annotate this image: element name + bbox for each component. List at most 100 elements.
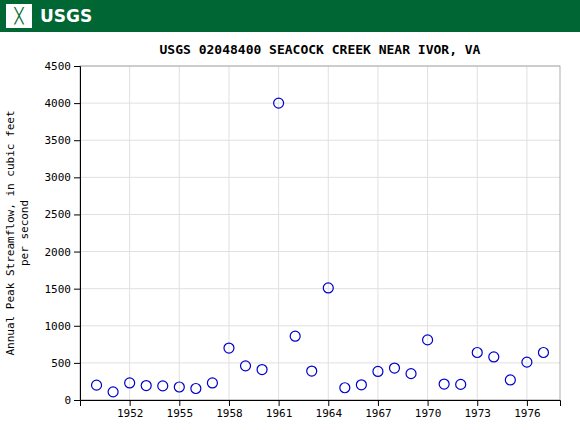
- x-tick-label: 1958: [216, 407, 243, 420]
- x-tick: 1976: [514, 400, 541, 420]
- x-tick-label: 1973: [464, 407, 491, 420]
- y-axis: 050010001500200025003000350040004500: [45, 60, 81, 407]
- y-axis-line: [74, 67, 81, 401]
- point: [257, 365, 267, 375]
- header: ╳ USGS: [0, 0, 580, 32]
- point: [158, 381, 168, 391]
- x-grid-line: [129, 66, 130, 400]
- y-tick: 1000: [45, 320, 81, 333]
- x-tick: 1955: [167, 400, 194, 420]
- point: [456, 379, 466, 389]
- y-tick-label: 1500: [45, 283, 72, 296]
- y-tick-label: 2000: [45, 246, 72, 259]
- y-tick-label: 1000: [45, 320, 72, 333]
- x-grid-line: [377, 66, 378, 400]
- x-tick-label: 1967: [365, 407, 392, 420]
- point: [423, 335, 433, 345]
- x-tick: 1967: [365, 400, 392, 420]
- logo-box: [6, 4, 32, 28]
- y-axis-title-line: Annual Peak Streamflow, in cubic feet: [4, 110, 17, 355]
- x-tick-mark: [130, 400, 131, 406]
- y-tick: 4500: [45, 60, 81, 73]
- point: [356, 380, 366, 390]
- y-tick-mark: [74, 400, 80, 401]
- y-tick-label: 4500: [45, 60, 72, 73]
- y-axis-title: Annual Peak Streamflow, in cubic feetper…: [4, 110, 31, 355]
- point: [141, 381, 151, 391]
- point: [191, 383, 201, 393]
- x-tick: 1964: [316, 400, 343, 420]
- x-grid-line: [179, 66, 180, 400]
- plot-area: 1952 1955 1958 1961 1964 1967 1970 1973 1976 0 500…: [45, 60, 561, 420]
- x-tick-mark: [428, 400, 429, 406]
- y-grid-line: [80, 362, 560, 363]
- x-tick: 1970: [415, 400, 442, 420]
- x-grid-line: [228, 66, 229, 400]
- point: [489, 352, 499, 362]
- point: [274, 98, 284, 108]
- y-tick-mark: [74, 214, 80, 215]
- y-tick: 2000: [45, 246, 81, 259]
- y-tick-label: 0: [64, 394, 71, 407]
- y-tick-mark: [74, 252, 80, 253]
- y-tick-mark: [74, 66, 80, 67]
- x-tick: 1952: [117, 400, 144, 420]
- logo-symbol: ╳: [13, 7, 24, 25]
- y-axis-title-line: per second: [18, 200, 31, 266]
- x-grid-line: [328, 66, 329, 400]
- y-grid-line: [80, 214, 560, 215]
- x-grid-line: [278, 66, 279, 400]
- y-grid-line: [80, 288, 560, 289]
- x-grid-line: [427, 66, 428, 400]
- y-tick-label: 2500: [45, 208, 72, 221]
- y-tick-label: 500: [51, 357, 71, 370]
- point: [108, 387, 118, 397]
- x-tick-label: 1964: [316, 407, 343, 420]
- x-tick-mark: [328, 400, 329, 406]
- point: [522, 357, 532, 367]
- point: [241, 361, 251, 371]
- x-tick-mark: [527, 400, 528, 406]
- chart-title: USGS 02048400 SEACOCK CREEK NEAR IVOR, V…: [160, 42, 481, 57]
- x-tick-mark: [477, 400, 478, 406]
- x-tick-label: 1976: [514, 407, 541, 420]
- point: [290, 331, 300, 341]
- point: [389, 363, 399, 373]
- y-tick: 2500: [45, 208, 81, 221]
- y-grid-line: [80, 103, 560, 104]
- chart-svg: ╳ USGS USGS 02048400 SEACOCK CREEK NEAR IV…: [0, 0, 580, 430]
- point: [472, 347, 482, 357]
- point: [505, 375, 515, 385]
- x-grid-line: [526, 66, 527, 400]
- x-tick-label: 1961: [266, 407, 293, 420]
- y-grid-line: [80, 251, 560, 252]
- point: [92, 380, 102, 390]
- y-tick-label: 3000: [45, 171, 72, 184]
- x-tick-mark: [378, 400, 379, 406]
- point: [224, 343, 234, 353]
- y-tick-mark: [74, 326, 80, 327]
- x-tick-mark: [179, 400, 180, 406]
- y-grid-line: [80, 177, 560, 178]
- y-grid-line: [80, 140, 560, 141]
- header-text: USGS: [40, 6, 92, 26]
- chart-container: ╳ USGS USGS 02048400 SEACOCK CREEK NEAR IV…: [0, 0, 580, 430]
- point: [207, 378, 217, 388]
- x-tick-mark: [229, 400, 230, 406]
- point: [125, 378, 135, 388]
- y-tick-mark: [74, 177, 80, 178]
- x-axis-line: [81, 401, 561, 407]
- y-tick: 3000: [45, 171, 81, 184]
- point: [538, 347, 548, 357]
- point: [439, 379, 449, 389]
- y-tick-label: 3500: [45, 134, 72, 147]
- x-tick-mark: [279, 400, 280, 406]
- x-tick-label: 1952: [117, 407, 144, 420]
- x-grid-line: [477, 66, 478, 400]
- x-tick-label: 1970: [415, 407, 442, 420]
- x-tick: 1961: [266, 400, 293, 420]
- header-bar: [0, 0, 580, 32]
- point: [406, 369, 416, 379]
- y-tick: 0: [64, 394, 80, 407]
- points: [92, 98, 549, 397]
